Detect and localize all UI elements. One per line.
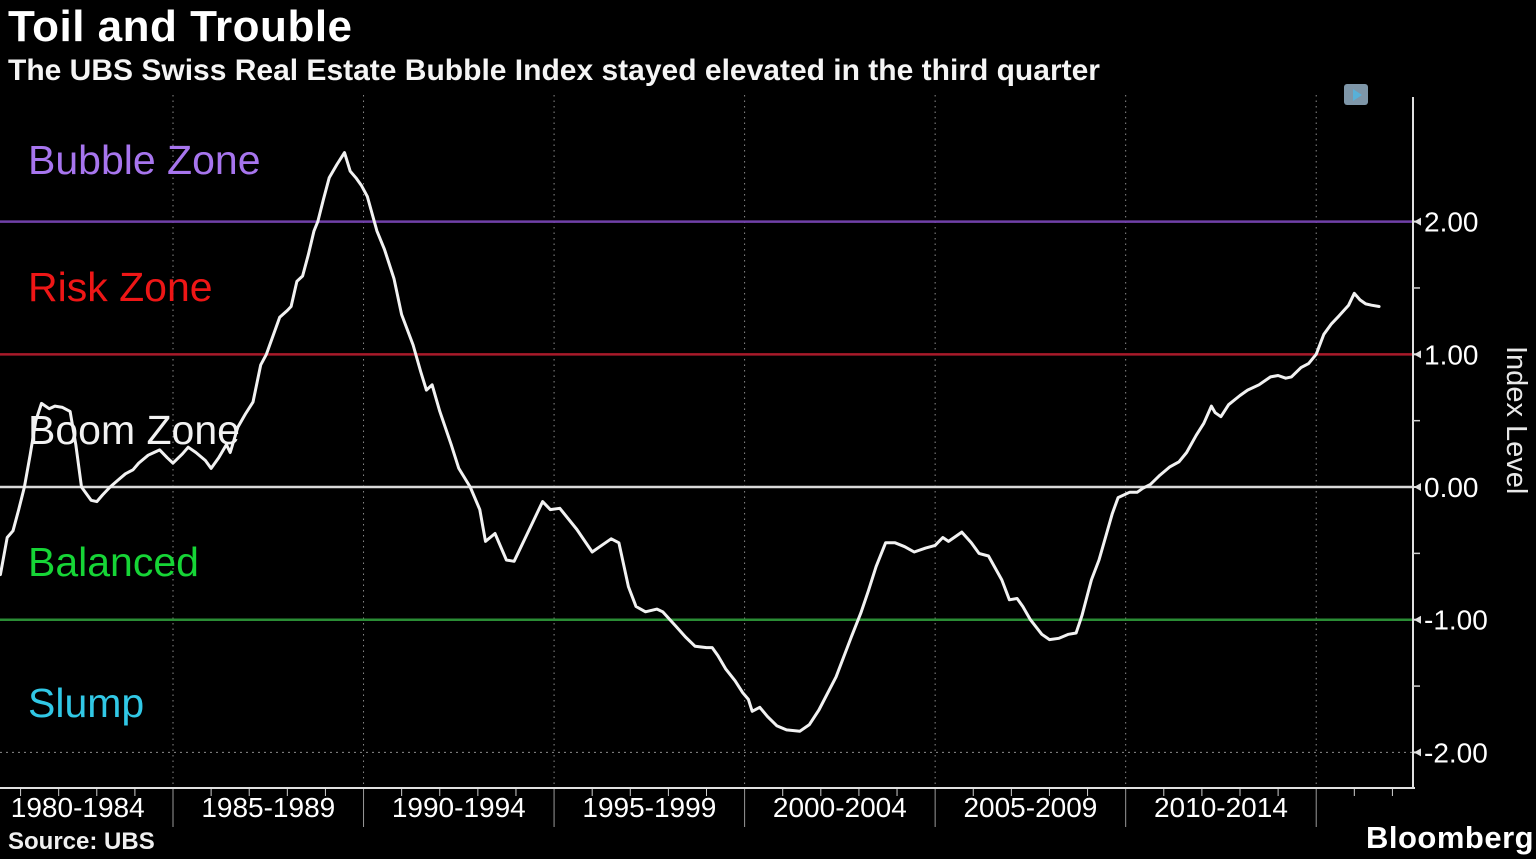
zone-label-balanced: Balanced bbox=[28, 539, 199, 585]
series-line bbox=[0, 151, 1381, 733]
x-axis-label: 2010-2014 bbox=[1154, 792, 1288, 823]
y-tick-label: -2.00 bbox=[1424, 737, 1488, 768]
y-tick-arrow bbox=[1414, 483, 1421, 492]
y-tick-label: -1.00 bbox=[1424, 605, 1488, 636]
y-tick-arrow bbox=[1414, 615, 1421, 624]
page-title: Toil and Trouble bbox=[8, 2, 353, 51]
zone-label-boom: Boom Zone bbox=[28, 407, 240, 453]
y-tick-arrow bbox=[1414, 350, 1421, 359]
play-icon[interactable] bbox=[1344, 84, 1368, 105]
x-axis-label: 1990-1994 bbox=[392, 792, 526, 823]
y-tick-arrow bbox=[1414, 748, 1421, 757]
x-axis-label: 2005-2009 bbox=[963, 792, 1097, 823]
chart-subtitle: The UBS Swiss Real Estate Bubble Index s… bbox=[8, 54, 1100, 87]
x-axis-label: 2000-2004 bbox=[773, 792, 907, 823]
x-axis-label: 1985-1989 bbox=[201, 792, 335, 823]
y-tick-label: 0.00 bbox=[1424, 472, 1479, 503]
x-axis-label: 1995-1999 bbox=[582, 792, 716, 823]
y-tick-label: 1.00 bbox=[1424, 339, 1479, 370]
y-tick-arrow bbox=[1414, 217, 1421, 226]
x-axis-label: 1980-1984 bbox=[11, 792, 145, 823]
y-axis-title: Index Level bbox=[1500, 346, 1532, 495]
bloomberg-logo: Bloomberg bbox=[1366, 820, 1536, 856]
y-tick-label: 2.00 bbox=[1424, 207, 1479, 238]
zone-label-bubble: Bubble Zone bbox=[28, 137, 261, 183]
bloomberg-wordmark: Bloomberg bbox=[1366, 820, 1535, 855]
zone-label-risk: Risk Zone bbox=[28, 264, 213, 310]
source-credit: Source: UBS bbox=[8, 828, 155, 855]
zone-label-slump: Slump bbox=[28, 680, 145, 726]
play-triangle-icon bbox=[1353, 88, 1362, 101]
